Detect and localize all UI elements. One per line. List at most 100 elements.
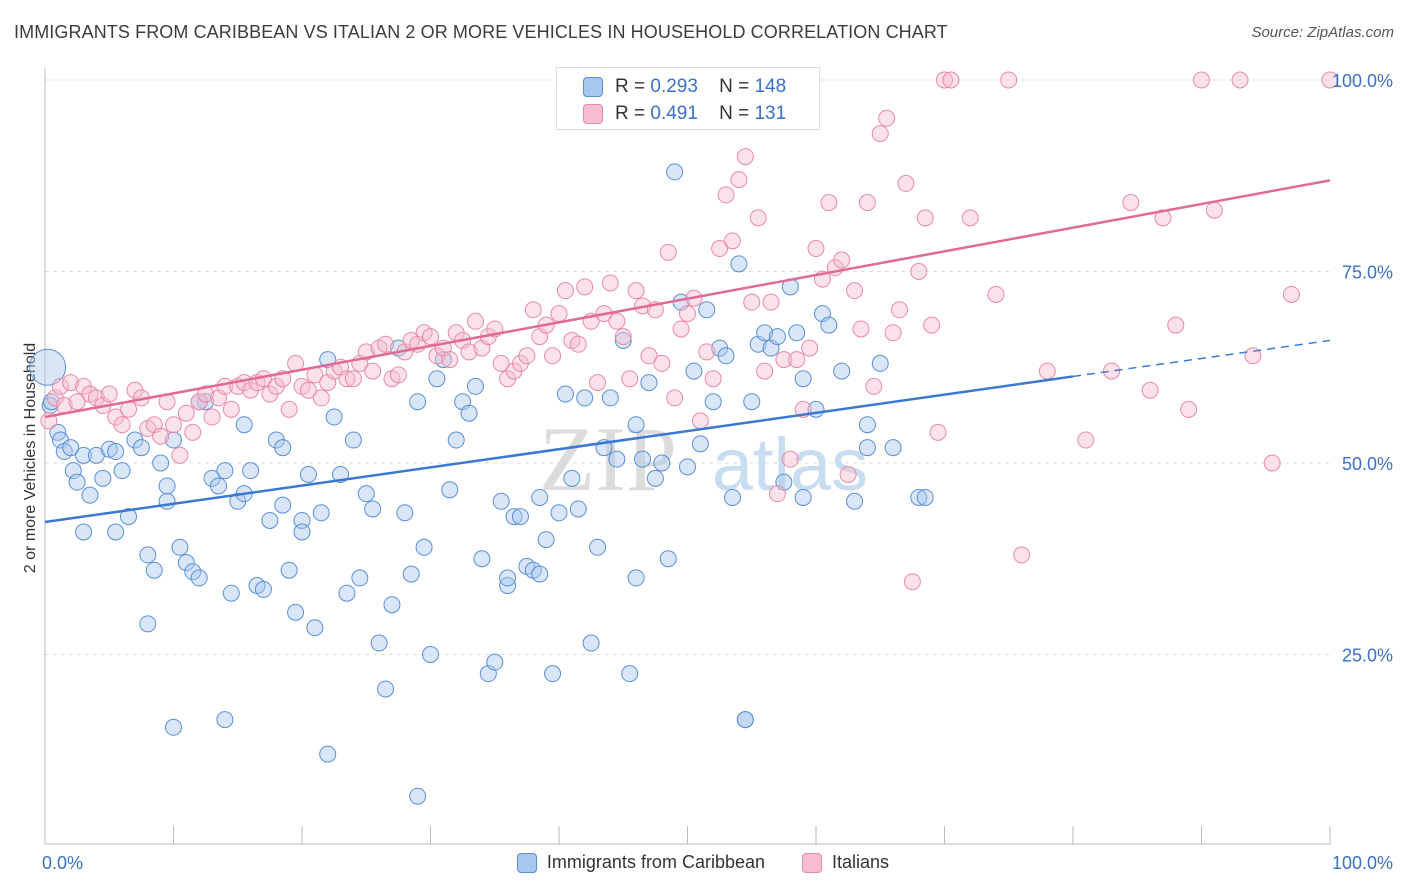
data-point-caribbean: [75, 446, 93, 464]
data-point-caribbean: [833, 362, 851, 380]
data-point-caribbean: [556, 385, 574, 403]
data-point-italians: [51, 377, 69, 395]
data-point-italians: [698, 343, 716, 361]
data-point-italians: [775, 351, 793, 369]
trend-lines: [44, 179, 1331, 524]
data-point-caribbean: [370, 634, 388, 652]
data-point-caribbean: [679, 458, 696, 476]
data-point-italians: [730, 171, 748, 189]
data-point-caribbean: [576, 389, 594, 407]
data-point-italians: [865, 377, 883, 395]
data-point-caribbean: [531, 565, 549, 583]
data-point-caribbean: [287, 603, 305, 621]
data-point-caribbean: [582, 634, 600, 652]
data-point-caribbean: [428, 370, 446, 388]
data-point-caribbean: [64, 462, 82, 480]
legend-swatch-caribbean: [583, 77, 603, 97]
data-point-italians: [171, 446, 189, 464]
data-point-italians: [338, 370, 356, 388]
data-point-italians: [878, 109, 896, 127]
data-point-caribbean: [704, 393, 722, 411]
data-point-caribbean: [107, 523, 125, 541]
n-value: 131: [754, 103, 787, 124]
data-point-italians: [846, 282, 864, 300]
data-point-caribbean: [820, 316, 838, 334]
data-point-italians: [717, 186, 735, 204]
data-point-caribbean: [351, 569, 369, 587]
data-point-caribbean: [858, 416, 876, 434]
data-point-italians: [1180, 400, 1198, 418]
tick-labels: 25.0% 50.0% 75.0% 100.0% 0.0% 100.0%: [42, 71, 1393, 873]
r-value: 0.491: [650, 103, 698, 124]
data-point-italians: [1000, 71, 1018, 89]
data-point-caribbean: [402, 565, 420, 583]
n-label: N =: [719, 76, 750, 97]
data-point-caribbean: [415, 538, 433, 556]
data-point-caribbean: [730, 255, 748, 273]
data-point-caribbean: [569, 500, 587, 518]
legend-text-caribbean: R = 0.293 N = 148: [615, 76, 786, 98]
data-point-italians: [556, 282, 574, 300]
data-point-caribbean: [627, 416, 645, 434]
data-point-caribbean: [627, 569, 645, 587]
data-point-caribbean: [409, 393, 427, 411]
data-point-caribbean: [794, 370, 812, 388]
data-point-italians: [466, 312, 484, 330]
data-point-caribbean: [723, 488, 741, 506]
data-point-caribbean: [81, 486, 99, 504]
y-tick-label: 100.0%: [1332, 71, 1393, 91]
data-point-caribbean: [209, 477, 227, 495]
data-point-italians: [961, 209, 979, 227]
data-point-caribbean: [139, 546, 157, 564]
data-point-caribbean: [254, 580, 272, 598]
data-point-italians: [884, 324, 902, 342]
data-point-italians: [344, 370, 362, 388]
data-point-caribbean: [396, 504, 414, 522]
data-point-caribbean: [698, 301, 716, 319]
data-point-caribbean: [788, 324, 806, 342]
data-point-caribbean: [884, 439, 902, 457]
data-point-caribbean: [62, 439, 80, 457]
r-label: R =: [615, 103, 646, 124]
trend-line-italians: [44, 179, 1331, 419]
data-point-italians: [544, 347, 562, 365]
legend-text-italians: R = 0.491 N = 131: [615, 103, 786, 125]
legend-item-caribbean[interactable]: Immigrants from Caribbean: [516, 852, 765, 873]
data-point-caribbean: [280, 561, 298, 579]
data-point-italians: [903, 573, 921, 591]
data-point-caribbean: [550, 504, 568, 522]
legend-item-italians[interactable]: Italians: [802, 852, 889, 873]
data-point-caribbean: [357, 485, 375, 503]
data-point-caribbean: [794, 488, 812, 506]
data-point-caribbean: [338, 584, 356, 602]
data-point-caribbean: [364, 500, 382, 518]
y-tick-label: 50.0%: [1342, 454, 1393, 474]
data-point-italians: [576, 278, 594, 296]
data-point-caribbean: [589, 538, 607, 556]
data-point-italians: [1167, 316, 1185, 334]
data-point-caribbean: [492, 492, 510, 510]
data-point-italians: [723, 232, 741, 250]
data-point-caribbean: [139, 615, 157, 633]
data-point-italians: [666, 389, 684, 407]
correlation-legend: R = 0.293 N = 148 R = 0.491 N = 131: [556, 67, 820, 130]
data-point-italians: [1321, 71, 1339, 89]
data-point-caribbean: [177, 554, 195, 572]
data-point-caribbean: [666, 163, 684, 181]
data-point-italians: [524, 301, 542, 319]
data-point-italians: [987, 285, 1005, 303]
data-point-caribbean: [441, 481, 459, 499]
data-point-italians: [788, 351, 806, 369]
data-point-caribbean: [190, 569, 208, 587]
data-point-italians: [756, 362, 774, 380]
data-point-italians: [923, 316, 941, 334]
data-point-caribbean: [409, 787, 427, 805]
data-point-caribbean: [171, 538, 189, 556]
data-point-caribbean: [634, 450, 652, 468]
data-point-italians: [608, 312, 626, 330]
data-point-italians: [1231, 71, 1249, 89]
data-point-caribbean: [132, 439, 150, 457]
legend-label-italians: Italians: [832, 852, 890, 872]
data-point-caribbean: [274, 439, 292, 457]
